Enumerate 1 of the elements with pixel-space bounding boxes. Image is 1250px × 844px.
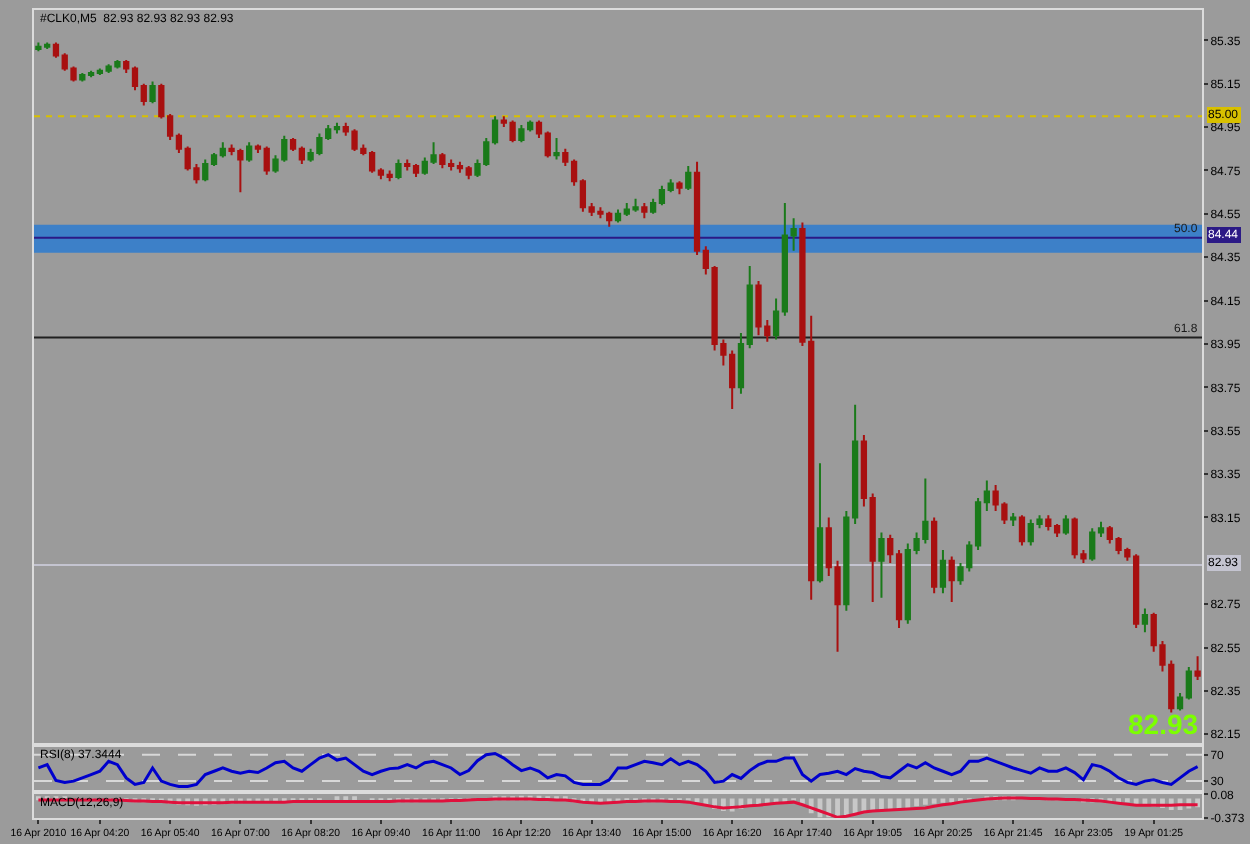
annotation: 82.93 bbox=[1128, 708, 1199, 740]
